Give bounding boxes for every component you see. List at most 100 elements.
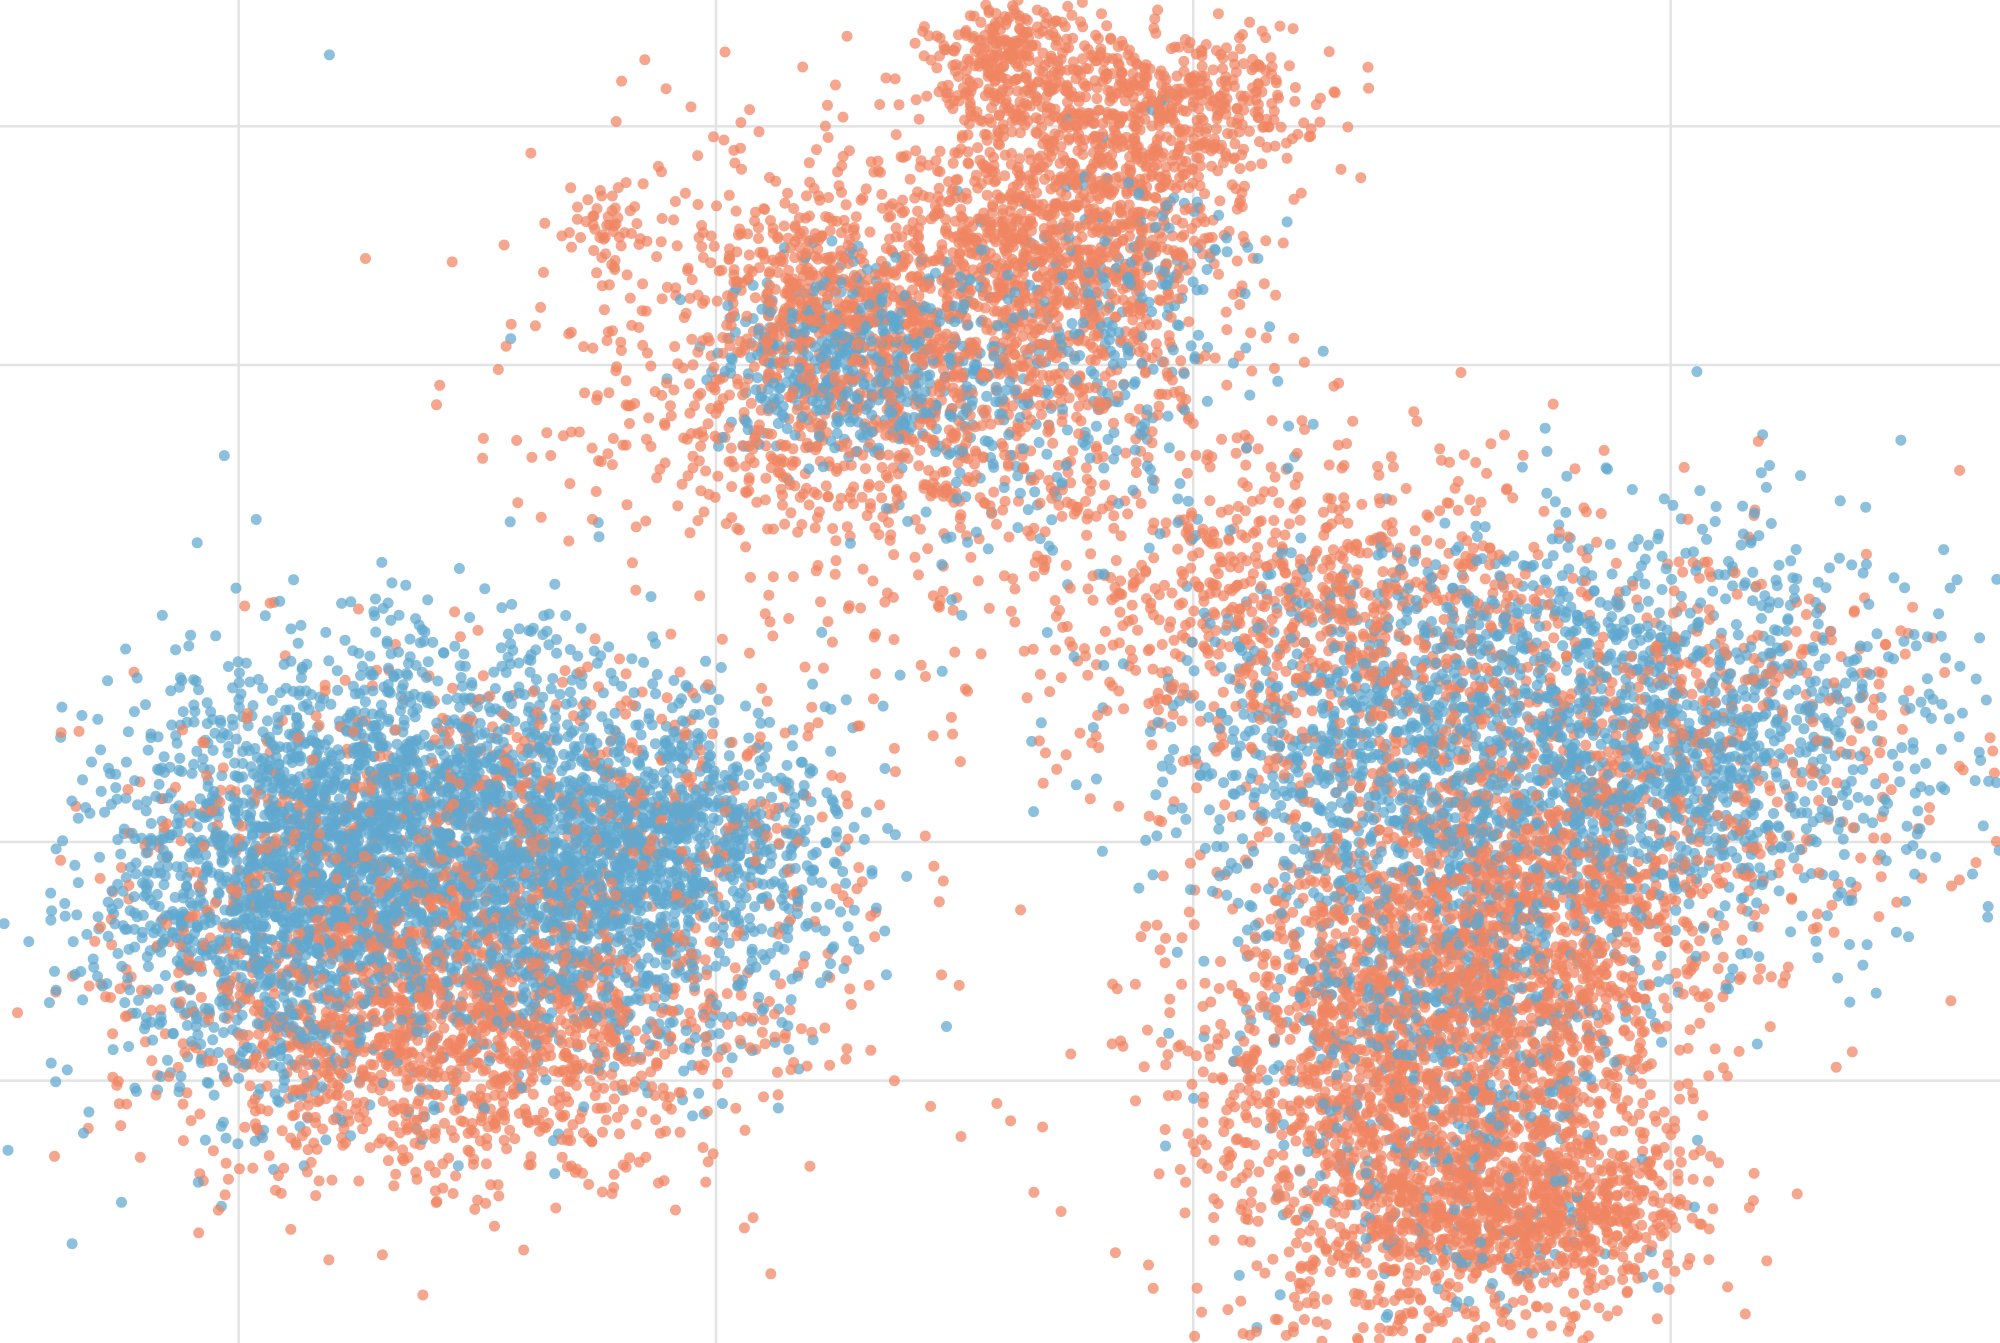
data-point bbox=[548, 1065, 560, 1077]
data-point bbox=[1214, 814, 1226, 826]
data-point bbox=[156, 609, 168, 621]
data-point bbox=[1360, 1299, 1372, 1311]
data-point bbox=[1712, 963, 1724, 975]
data-point bbox=[323, 1254, 335, 1266]
data-point bbox=[1988, 767, 2000, 779]
data-point bbox=[120, 643, 132, 655]
data-point bbox=[645, 360, 657, 372]
data-point bbox=[876, 188, 888, 200]
data-point bbox=[94, 872, 106, 884]
data-point bbox=[1771, 580, 1783, 592]
data-point bbox=[1082, 669, 1094, 681]
data-point bbox=[1215, 956, 1226, 967]
data-point bbox=[1544, 587, 1555, 599]
data-point bbox=[1709, 1043, 1721, 1055]
data-point bbox=[1458, 449, 1470, 461]
data-point bbox=[61, 1064, 73, 1076]
data-point bbox=[1237, 230, 1249, 242]
data-point bbox=[43, 997, 55, 1009]
data-point bbox=[772, 1102, 784, 1114]
data-point bbox=[723, 937, 735, 949]
data-point bbox=[826, 636, 838, 648]
data-point bbox=[193, 1227, 205, 1239]
data-point bbox=[1216, 1170, 1228, 1182]
data-point bbox=[1924, 802, 1935, 813]
data-point bbox=[949, 646, 961, 658]
data-point bbox=[1087, 594, 1099, 606]
data-point bbox=[1099, 479, 1111, 491]
data-point bbox=[1213, 983, 1225, 994]
data-point bbox=[1156, 1036, 1168, 1048]
data-point bbox=[626, 653, 638, 665]
data-point bbox=[218, 450, 230, 462]
data-point bbox=[1387, 461, 1399, 473]
data-point bbox=[1593, 1302, 1605, 1314]
data-point bbox=[1935, 743, 1947, 755]
data-point bbox=[102, 930, 114, 942]
data-point bbox=[933, 896, 945, 908]
data-point bbox=[1266, 415, 1278, 427]
data-point bbox=[1044, 686, 1056, 698]
data-point bbox=[1249, 787, 1261, 799]
data-point bbox=[840, 790, 852, 802]
data-point bbox=[1542, 1302, 1554, 1314]
data-point bbox=[1101, 20, 1113, 32]
data-point bbox=[1560, 506, 1572, 518]
data-point bbox=[1774, 858, 1786, 870]
data-point bbox=[1172, 543, 1184, 555]
data-point bbox=[489, 1089, 501, 1101]
data-point bbox=[1269, 471, 1281, 483]
data-point bbox=[913, 113, 925, 125]
data-point bbox=[687, 450, 699, 462]
data-point bbox=[827, 523, 839, 534]
data-point bbox=[590, 486, 602, 497]
data-point bbox=[1129, 978, 1141, 990]
data-point bbox=[1923, 814, 1935, 826]
data-point bbox=[1217, 686, 1229, 698]
data-point bbox=[86, 756, 97, 768]
data-point bbox=[1953, 874, 1965, 886]
data-point bbox=[867, 575, 879, 587]
data-point bbox=[743, 769, 755, 781]
data-point bbox=[502, 628, 514, 640]
data-point bbox=[684, 378, 695, 390]
data-point bbox=[195, 991, 207, 1003]
data-point bbox=[1259, 1267, 1271, 1279]
data-point bbox=[744, 647, 755, 659]
data-point bbox=[753, 233, 764, 244]
data-point bbox=[1196, 60, 1208, 72]
data-point bbox=[1298, 1314, 1310, 1325]
data-point bbox=[297, 1069, 309, 1081]
data-point bbox=[1199, 977, 1211, 989]
data-point bbox=[1295, 532, 1307, 544]
data-point bbox=[801, 190, 812, 202]
data-point bbox=[505, 318, 517, 330]
data-point bbox=[208, 1089, 220, 1101]
data-point bbox=[191, 537, 203, 549]
data-point bbox=[511, 434, 523, 446]
data-point bbox=[1199, 1024, 1211, 1036]
data-point bbox=[492, 364, 504, 375]
data-point bbox=[1876, 709, 1888, 721]
data-point bbox=[1663, 1283, 1675, 1295]
data-point bbox=[504, 516, 516, 528]
data-point bbox=[795, 756, 807, 768]
data-point bbox=[610, 116, 622, 127]
data-point bbox=[860, 806, 872, 818]
data-point bbox=[1244, 1008, 1256, 1020]
data-point bbox=[543, 639, 555, 651]
data-point bbox=[1317, 345, 1329, 357]
data-point bbox=[1434, 443, 1446, 455]
data-point bbox=[1812, 952, 1824, 964]
data-point bbox=[656, 293, 668, 305]
data-point bbox=[121, 1098, 133, 1110]
data-point bbox=[83, 1106, 95, 1118]
data-point bbox=[142, 961, 154, 972]
data-point bbox=[566, 674, 578, 686]
data-point bbox=[842, 798, 854, 810]
data-point bbox=[1179, 1207, 1191, 1219]
data-point bbox=[1150, 27, 1162, 39]
data-point bbox=[77, 774, 88, 786]
data-point bbox=[656, 213, 668, 224]
data-point bbox=[582, 194, 594, 206]
